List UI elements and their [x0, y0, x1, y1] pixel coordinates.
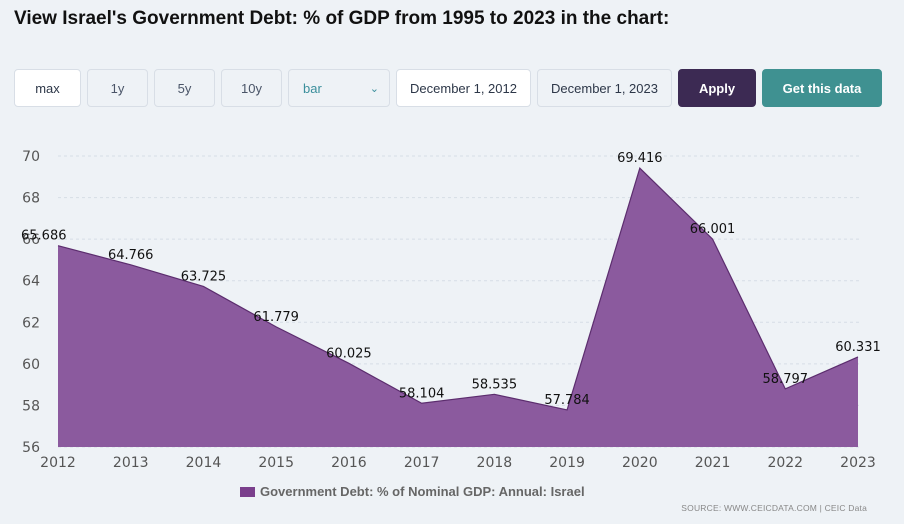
- data-label: 69.416: [617, 151, 663, 166]
- apply-button[interactable]: Apply: [678, 69, 756, 107]
- y-tick-label: 64: [22, 274, 40, 290]
- data-label: 61.779: [253, 310, 299, 325]
- x-tick-label: 2014: [186, 455, 222, 471]
- range-10y-button[interactable]: 10y: [221, 69, 282, 107]
- chart-type-value: bar: [303, 80, 322, 96]
- y-tick-label: 58: [22, 398, 40, 414]
- x-tick-label: 2016: [331, 455, 367, 471]
- data-label: 58.797: [763, 372, 809, 387]
- end-date-input[interactable]: December 1, 2023: [537, 69, 672, 107]
- data-label: 58.535: [472, 377, 518, 392]
- x-tick-label: 2019: [549, 455, 585, 471]
- x-tick-label: 2022: [767, 455, 803, 471]
- area-layer: [57, 167, 859, 447]
- range-1y-button[interactable]: 1y: [87, 69, 148, 107]
- series-area[interactable]: [58, 168, 858, 447]
- legend-label: Government Debt: % of Nominal GDP: Annua…: [260, 484, 585, 499]
- page-title: View Israel's Government Debt: % of GDP …: [14, 8, 670, 29]
- source-note: SOURCE: WWW.CEICDATA.COM | CEIC Data: [681, 503, 867, 513]
- data-label: 60.025: [326, 346, 372, 361]
- x-tick-label: 2017: [404, 455, 440, 471]
- y-tick-label: 56: [22, 440, 40, 456]
- x-tick-label: 2012: [40, 455, 76, 471]
- data-labels: 65.686 64.766 63.725 61.779 60.025 58.104 58.5…: [21, 151, 881, 408]
- data-label: 58.104: [399, 386, 445, 401]
- chart-type-select[interactable]: bar ⌄: [288, 69, 390, 107]
- data-label: 63.725: [181, 269, 227, 284]
- y-tick-label: 66: [22, 232, 40, 248]
- y-tick-label: 68: [22, 191, 40, 207]
- x-tick-label: 2020: [622, 455, 658, 471]
- data-label: 64.766: [108, 248, 154, 263]
- y-tick-label: 60: [22, 357, 40, 373]
- x-tick-label: 2015: [258, 455, 294, 471]
- y-tick-label: 70: [22, 149, 40, 165]
- range-max-button[interactable]: max: [14, 69, 81, 107]
- range-5y-button[interactable]: 5y: [154, 69, 215, 107]
- chevron-down-icon: ⌄: [369, 82, 379, 95]
- get-this-data-button[interactable]: Get this data: [762, 69, 882, 107]
- data-label: 57.784: [544, 393, 590, 408]
- start-date-input[interactable]: December 1, 2012: [396, 69, 531, 107]
- x-tick-label: 2018: [477, 455, 513, 471]
- data-label: 60.331: [835, 340, 881, 355]
- x-axis: 2012 2013 2014 2015 2016 2017 2018 2019 2020 2021…: [40, 455, 876, 471]
- chart-toolbar: max 1y 5y 10y bar ⌄ December 1, 2012 Dec…: [14, 69, 882, 107]
- x-tick-label: 2021: [695, 455, 731, 471]
- chart-legend[interactable]: Government Debt: % of Nominal GDP: Annua…: [240, 484, 585, 499]
- data-label: 66.001: [690, 222, 736, 237]
- series-line: [57, 167, 859, 411]
- legend-swatch: [240, 486, 255, 497]
- x-tick-label: 2013: [113, 455, 149, 471]
- y-axis: 56 58 60 62 64 66 68 70: [22, 149, 40, 456]
- data-label: 65.686: [21, 229, 67, 244]
- y-tick-label: 62: [22, 315, 40, 331]
- x-tick-label: 2023: [840, 455, 876, 471]
